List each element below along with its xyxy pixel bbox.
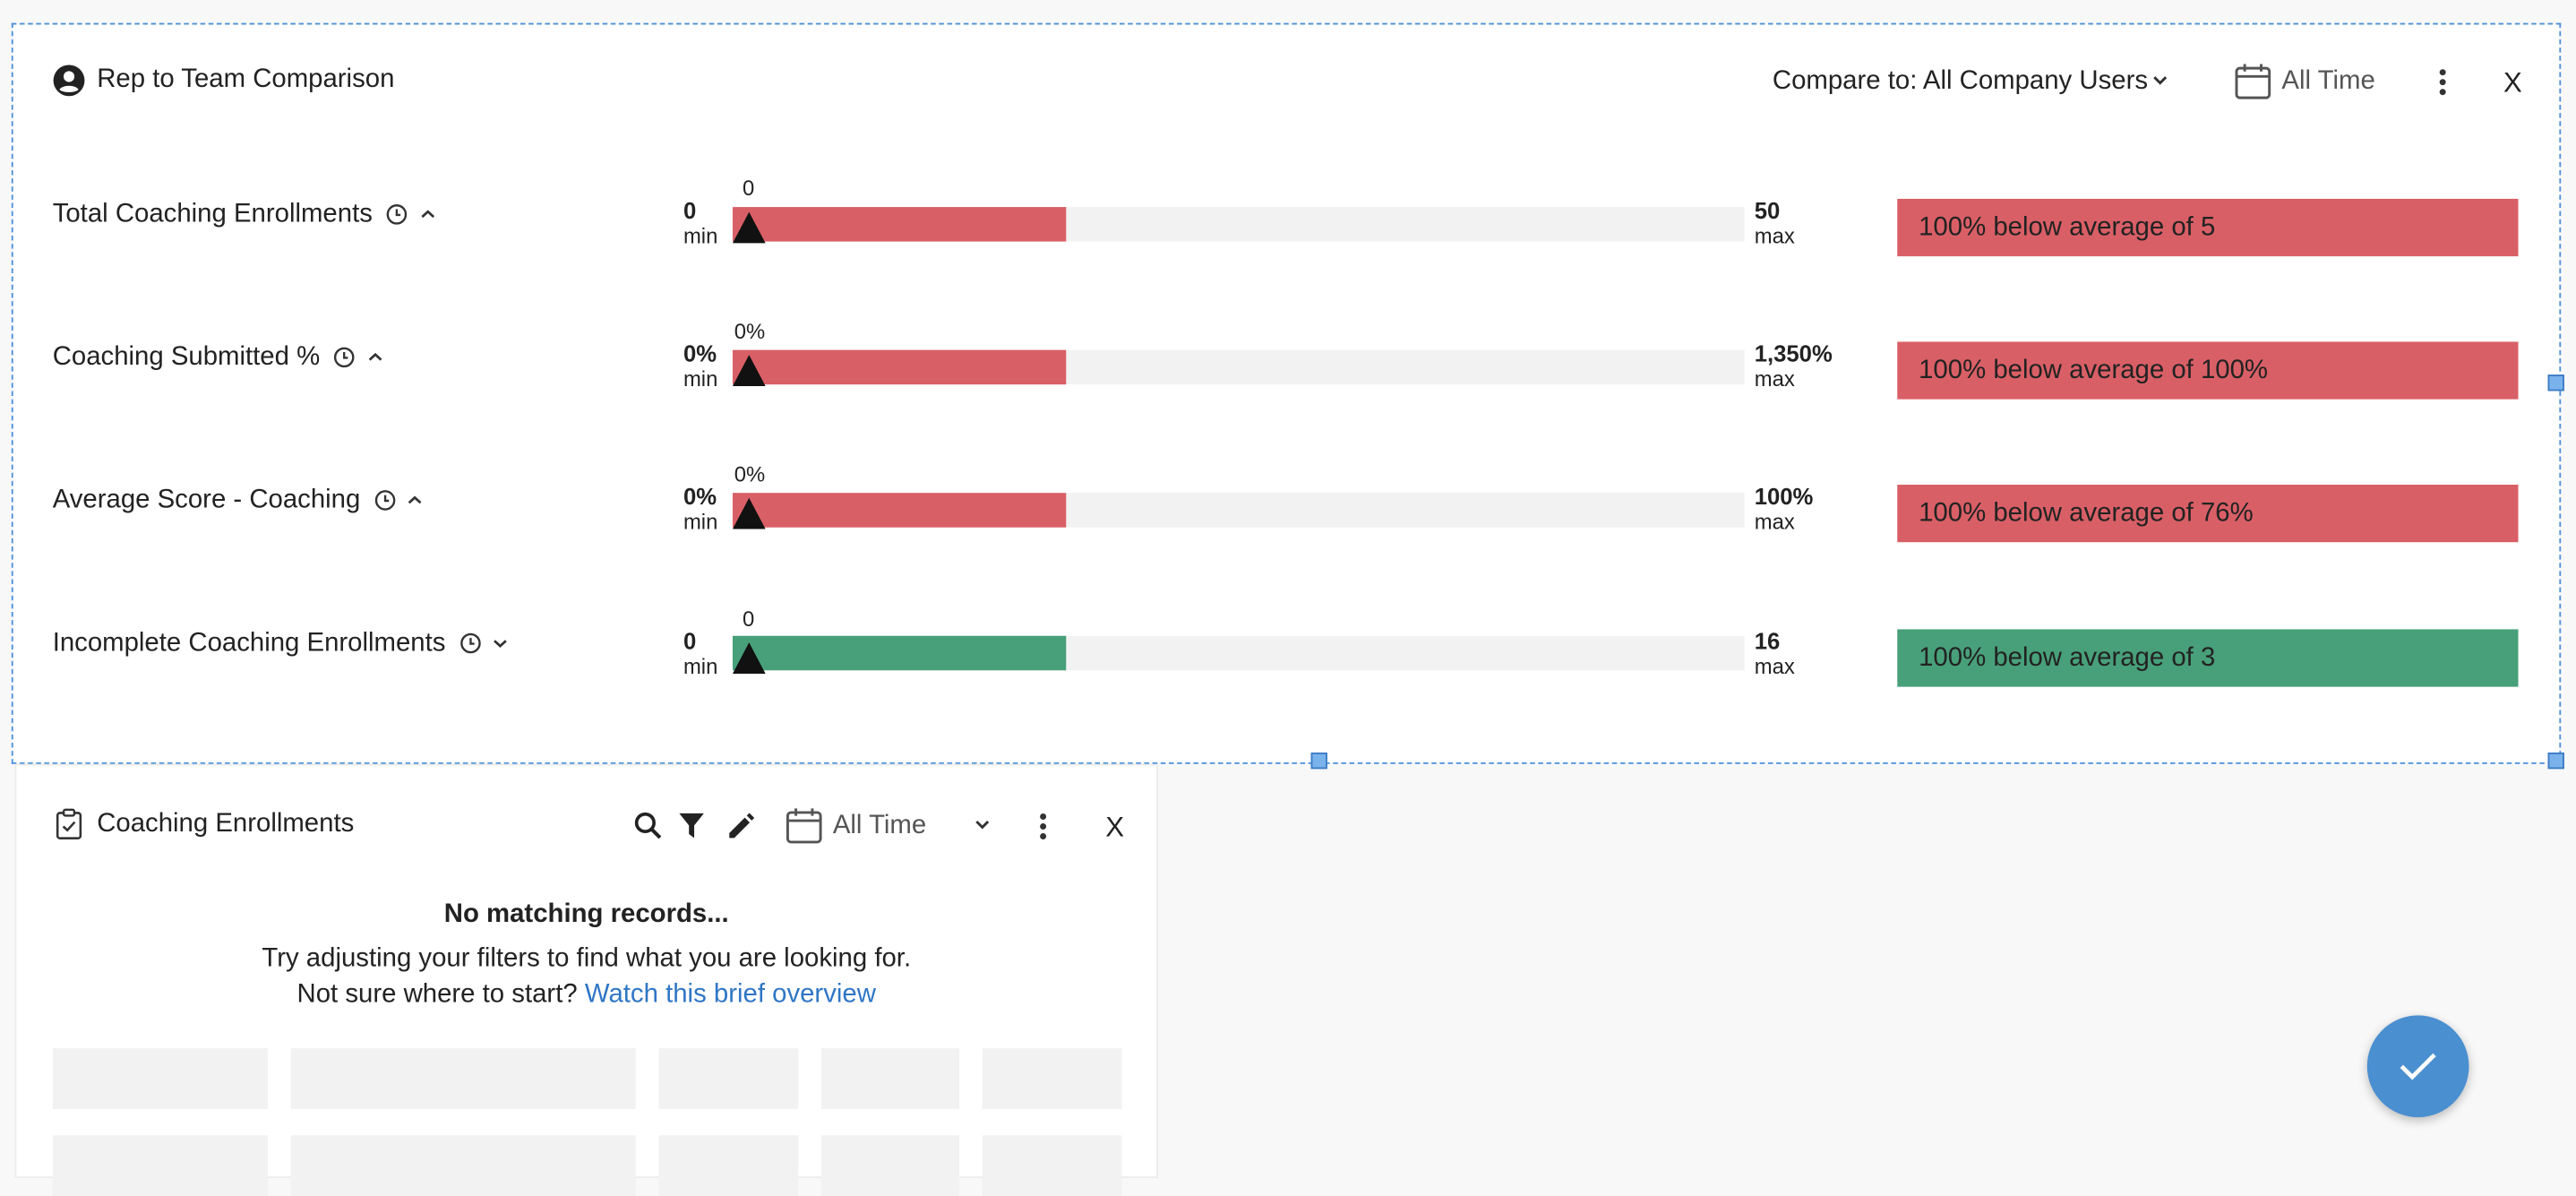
marker-value: 0 — [742, 606, 755, 632]
calendar-icon[interactable] — [2234, 63, 2271, 100]
metric-row-label-total-enrollments: Total Coaching Enrollments — [53, 201, 435, 230]
min-indicator: 0 min — [683, 197, 718, 248]
calendar-icon[interactable] — [786, 806, 823, 844]
max-indicator: 50 max — [1754, 197, 1795, 248]
min-value: 0 — [683, 197, 697, 224]
clock-icon — [374, 490, 396, 512]
chevron-down-icon[interactable] — [2152, 74, 2168, 88]
rep-marker — [732, 642, 766, 674]
more-vertical-icon[interactable] — [2436, 67, 2450, 97]
rep-marker — [732, 497, 766, 529]
max-value: 1,350% — [1754, 340, 1833, 366]
empty-state-message: Try adjusting your filters to find what … — [262, 944, 912, 973]
date-range-selector[interactable]: All Time — [2281, 67, 2375, 96]
max-indicator: 16 max — [1754, 627, 1795, 679]
clock-icon — [334, 348, 355, 368]
skeleton-cell — [290, 1135, 636, 1196]
skeleton-cell — [821, 1135, 960, 1196]
skeleton-cell — [658, 1135, 799, 1196]
max-label: max — [1754, 653, 1795, 679]
chevron-down-icon[interactable] — [493, 638, 508, 650]
search-icon[interactable] — [634, 812, 662, 839]
min-label: min — [683, 223, 718, 248]
comparison-bar-track — [732, 207, 1745, 242]
comparison-bar-fill — [732, 635, 1067, 671]
close-widget-button[interactable]: X — [2503, 67, 2522, 99]
metric-row-label-coaching-submitted: Coaching Submitted % — [53, 343, 382, 373]
chevron-up-icon[interactable] — [408, 495, 423, 507]
rep-marker — [732, 211, 766, 244]
skeleton-cell — [52, 1135, 268, 1196]
min-indicator: 0% min — [683, 341, 717, 391]
max-label: max — [1754, 366, 1795, 391]
max-label: max — [1754, 223, 1795, 248]
max-indicator: 100% max — [1754, 483, 1814, 535]
marker-value: 0% — [734, 461, 766, 486]
comparison-badge: 100% below average of 3 — [1897, 629, 2519, 687]
resize-handle-bottom[interactable] — [1310, 752, 1327, 770]
metric-row-label-incomplete-enrollments: Incomplete Coaching Enrollments — [53, 629, 508, 658]
skeleton-cell — [982, 1048, 1122, 1109]
resize-handle-corner[interactable] — [2547, 752, 2564, 770]
comparison-bar-track — [732, 635, 1745, 671]
min-value: 0 — [683, 627, 697, 654]
comparison-badge: 100% below average of 5 — [1897, 198, 2519, 257]
comparison-badge: 100% below average of 76% — [1897, 485, 2519, 543]
skeleton-cell — [658, 1048, 799, 1109]
empty-state-help-prefix: Not sure where to start? — [296, 980, 578, 1010]
marker-value: 0 — [742, 176, 755, 201]
widget-title: Rep to Team Comparison — [97, 65, 395, 94]
min-value: 0% — [683, 483, 717, 510]
comparison-bar-fill — [732, 493, 1067, 528]
metric-label: Incomplete Coaching Enrollments — [52, 629, 446, 658]
date-range-selector[interactable]: All Time — [832, 811, 927, 840]
chevron-down-icon[interactable] — [975, 818, 991, 831]
close-widget-button[interactable]: X — [1105, 811, 1125, 843]
skeleton-cell — [982, 1135, 1122, 1196]
comparison-badge: 100% below average of 100% — [1897, 341, 2519, 400]
metric-label: Coaching Submitted % — [52, 343, 321, 372]
max-value: 16 — [1754, 627, 1781, 654]
clock-icon — [387, 204, 408, 226]
comparison-bar-track — [732, 493, 1745, 528]
min-label: min — [683, 653, 718, 679]
empty-state-help: Not sure where to start? Watch this brie… — [0, 981, 1172, 1011]
metric-label: Total Coaching Enrollments — [52, 200, 373, 228]
min-label: min — [683, 509, 718, 535]
skeleton-cell — [290, 1048, 636, 1109]
max-value: 100% — [1754, 483, 1814, 510]
edit-icon[interactable] — [727, 812, 755, 839]
min-value: 0% — [683, 340, 717, 366]
resize-handle-right[interactable] — [2547, 374, 2564, 391]
user-circle-icon — [53, 65, 85, 97]
marker-value: 0% — [734, 318, 766, 344]
max-label: max — [1754, 509, 1795, 535]
min-indicator: 0 min — [683, 627, 718, 679]
check-icon — [2400, 1053, 2436, 1080]
min-indicator: 0% min — [683, 483, 718, 535]
rep-marker — [732, 355, 766, 386]
comparison-bar-fill — [732, 349, 1067, 385]
max-value: 50 — [1754, 197, 1781, 224]
chevron-up-icon[interactable] — [367, 352, 382, 364]
clipboard-icon — [56, 808, 82, 839]
comparison-bar-track — [732, 349, 1745, 385]
confirm-fab-button[interactable] — [2366, 1015, 2469, 1118]
skeleton-cell — [821, 1048, 960, 1109]
clock-icon — [459, 633, 481, 654]
empty-state-title: No matching records... — [443, 900, 729, 929]
chevron-up-icon[interactable] — [420, 209, 435, 220]
dashboard-canvas: Rep to Team Comparison Compare to: All C… — [0, 22, 2564, 1118]
more-vertical-icon[interactable] — [1036, 812, 1050, 841]
metric-row-label-average-score: Average Score - Coaching — [53, 486, 423, 516]
skeleton-cell — [52, 1048, 268, 1109]
metric-label: Average Score - Coaching — [52, 486, 361, 515]
compare-to-dropdown[interactable]: Compare to: All Company Users — [1772, 67, 2149, 96]
overview-link[interactable]: Watch this brief overview — [584, 980, 876, 1010]
widget-title: Coaching Enrollments — [97, 810, 355, 839]
min-label: min — [683, 366, 718, 391]
comparison-bar-fill — [732, 207, 1067, 242]
filter-icon[interactable] — [678, 812, 704, 839]
max-indicator: 1,350% max — [1755, 341, 1833, 391]
